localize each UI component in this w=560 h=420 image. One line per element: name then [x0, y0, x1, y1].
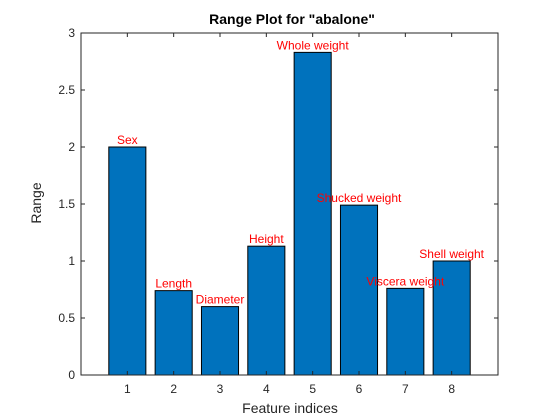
x-tick-label: 5 — [309, 382, 316, 396]
bar-label-3: Diameter — [196, 293, 245, 307]
bar-1 — [108, 146, 147, 376]
bar-3 — [200, 306, 240, 376]
y-tick-label: 0.5 — [58, 311, 75, 325]
y-tick-label: 1.5 — [58, 197, 75, 211]
y-tick-label: 2 — [68, 140, 75, 154]
bar-label-6: Shucked weight — [317, 191, 402, 205]
x-tick-label: 8 — [448, 382, 455, 396]
y-tick-label: 0 — [68, 368, 75, 382]
bar-4 — [247, 245, 286, 376]
bar-label-8: Shell weight — [419, 247, 484, 261]
bar-label-4: Height — [249, 232, 284, 246]
x-axis-label: Feature indices — [242, 400, 338, 416]
bar-label-5: Whole weight — [277, 38, 350, 52]
x-tick-label: 3 — [217, 382, 224, 396]
bar-6 — [339, 204, 379, 376]
x-tick-label: 7 — [402, 382, 409, 396]
y-tick-label: 3 — [68, 26, 75, 40]
x-tick-label: 6 — [356, 382, 363, 396]
plot-area: 1 2 3 4 5 6 7 8 0 0.5 1 1.5 2 2.5 3 Sex Length Diameter He… — [58, 26, 499, 396]
bar-2 — [154, 290, 193, 376]
chart-title: Range Plot for "abalone" — [209, 11, 375, 27]
bar-label-7: Viscera weight — [366, 274, 444, 288]
x-tick-label: 4 — [263, 382, 270, 396]
bar-label-1: Sex — [117, 133, 138, 147]
y-tick-label: 2.5 — [58, 83, 75, 97]
bar-8 — [432, 260, 471, 376]
bar-label-2: Length — [155, 277, 192, 291]
y-tick-label: 1 — [68, 254, 75, 268]
y-axis-label: Range — [28, 182, 44, 223]
x-tick-label: 1 — [124, 382, 131, 396]
bar-5 — [293, 51, 332, 376]
x-tick-label: 2 — [170, 382, 177, 396]
bar-7 — [386, 287, 425, 376]
